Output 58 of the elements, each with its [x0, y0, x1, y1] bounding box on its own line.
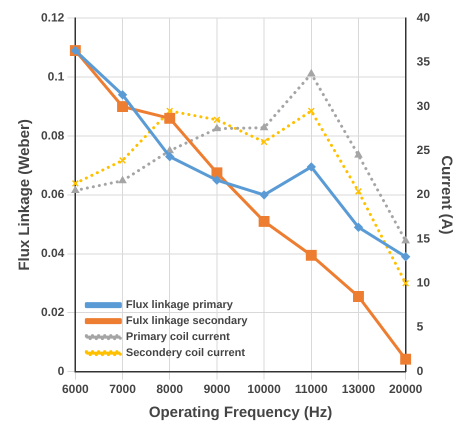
point	[258, 216, 270, 227]
legend-label: Secondery coil current	[126, 347, 246, 360]
point	[354, 222, 363, 232]
point	[400, 354, 412, 365]
x-tick-label: 6000	[62, 382, 90, 396]
y2-tick-label: 35	[416, 54, 430, 69]
point	[402, 280, 410, 287]
point	[71, 186, 80, 193]
x-axis-title: Operating Frequency (Hz)	[148, 404, 332, 422]
point	[306, 162, 316, 172]
point	[117, 101, 128, 112]
point	[354, 150, 362, 158]
point	[260, 138, 268, 146]
y2-tick-label: 5	[416, 320, 424, 334]
point	[118, 176, 127, 184]
y-tick-label: 0	[58, 364, 65, 378]
legend-label: Fulx linkage secondary	[126, 315, 248, 328]
y2-tick-label: 25	[416, 143, 430, 158]
point	[402, 236, 410, 244]
x-tick-label: 7000	[109, 382, 136, 396]
y2-tick-label: 30	[416, 98, 430, 113]
legend-label: Flux linkage primary	[126, 299, 234, 312]
y2-tick-label: 40	[416, 10, 430, 25]
point	[308, 107, 315, 115]
point	[72, 180, 79, 187]
point	[213, 116, 220, 124]
y-tick-label: 0.08	[40, 128, 65, 142]
point	[118, 156, 126, 164]
y-tick-label: 0.06	[40, 187, 65, 202]
y-tick-label: 0.12	[40, 10, 65, 25]
x-tick-label: 11000	[294, 382, 328, 396]
y-tick-label: 0.04	[40, 246, 65, 260]
point	[118, 90, 128, 100]
point	[211, 167, 222, 178]
y2-tick-label: 10	[416, 276, 430, 290]
point	[307, 69, 316, 76]
point	[260, 190, 269, 200]
x-tick-label: 10000	[247, 382, 282, 396]
y2-tick-label: 20	[416, 187, 430, 202]
x-tick-label: 8000	[156, 382, 184, 396]
point	[165, 152, 174, 162]
y2-tick-label: 15	[416, 231, 430, 246]
y2-axis-title: Current (A)	[438, 155, 455, 234]
y2-tick-label: 0	[416, 364, 424, 378]
legend-label: Primary coil current	[126, 331, 230, 344]
x-tick-label: 9000	[204, 382, 231, 396]
point	[306, 250, 317, 261]
point	[260, 123, 268, 130]
x-tick-label: 13000	[342, 382, 376, 396]
y-tick-label: 0.1	[48, 69, 65, 84]
point	[212, 176, 222, 185]
x-tick-label: 20000	[388, 382, 423, 396]
point	[353, 291, 364, 302]
y-tick-label: 0.02	[40, 305, 65, 320]
point	[354, 188, 362, 195]
point	[164, 112, 176, 124]
point	[401, 252, 410, 262]
y-axis-title: Flux Linkage (Weber)	[16, 119, 34, 271]
